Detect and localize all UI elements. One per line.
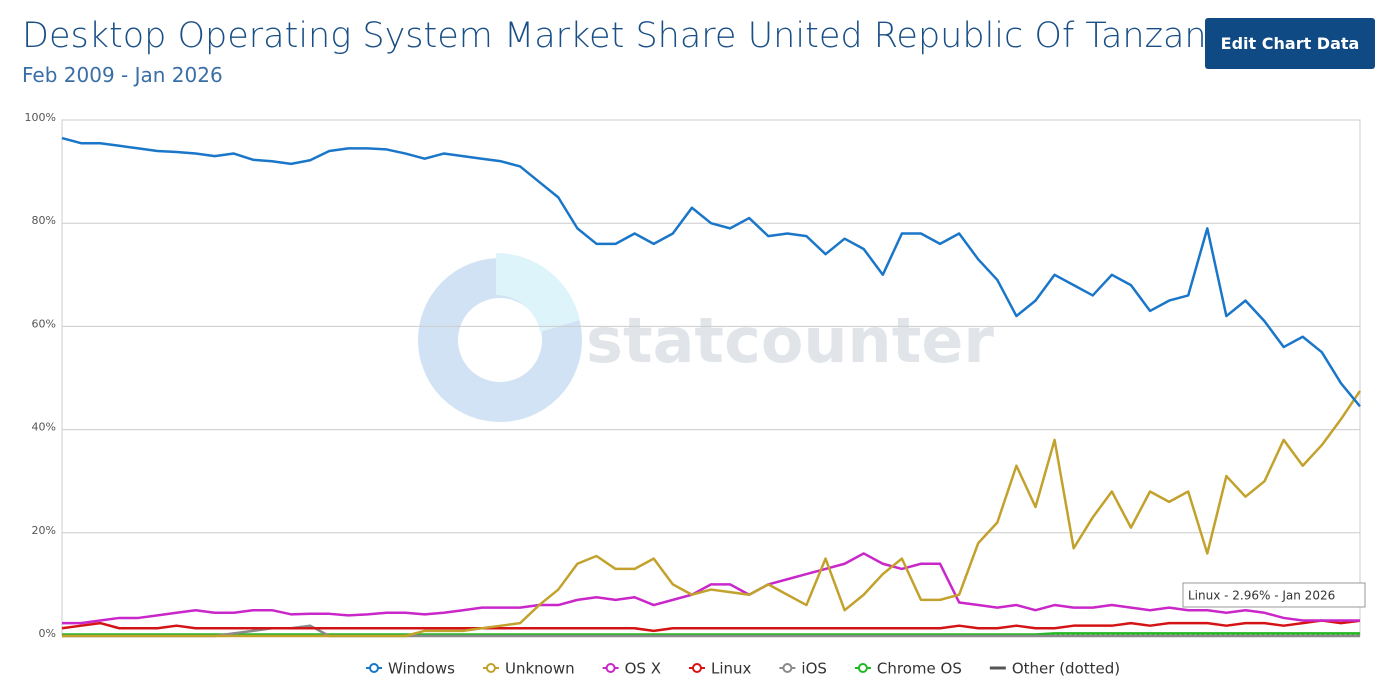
legend-item: Linux [688,660,752,678]
legend-label: iOS [801,660,827,678]
legend-label: Other (dotted) [1012,660,1120,678]
legend-marker [605,663,616,673]
watermark-logo [418,258,582,422]
y-tick-label: 60% [32,317,56,330]
legend-label: OS X [625,660,661,678]
y-tick-label: 0% [39,627,56,640]
legend-item: OS X [602,660,661,678]
plot-border [61,119,1361,637]
legend-marker [485,663,496,673]
legend-marker [857,663,868,673]
chart-subtitle: Feb 2009 - Jan 2026 [22,63,223,87]
watermark-logo [496,252,580,332]
legend-item: Chrome OS [854,660,962,678]
tooltip-text: Linux - 2.96% - Jan 2026 [1188,589,1335,603]
legend-label: Chrome OS [877,660,962,678]
legend-item: Windows [366,660,455,678]
edit-button[interactable]: Edit Chart Data [1205,18,1375,69]
watermark: statcounter [418,252,994,422]
series-line [62,632,1360,636]
y-tick-label: 40% [32,421,56,434]
legend-marker [691,663,702,673]
series-line [61,619,1361,633]
legend-label: Unknown [505,660,575,678]
y-tick-label: 80% [32,214,56,227]
series-line [62,552,1360,625]
series-line [61,136,1361,408]
legend-label: Linux [711,660,752,678]
y-tick-label: 100% [25,111,56,124]
tooltip-box [1182,582,1366,608]
legend-marker [369,663,379,673]
legend-item: iOS [779,660,827,678]
tooltip: Linux - 2.96% - Jan 2026 [1182,582,1366,608]
y-tick-label: 20% [32,524,56,537]
series-line [62,390,1362,638]
legend-label: Windows [388,660,455,678]
legend-item: Other (dotted) [989,660,1120,678]
legend-item: Unknown [482,660,575,678]
chart-title: Desktop Operating System Market Share Un… [22,16,1238,56]
legend-marker [782,663,793,673]
watermark-text: statcounter [586,304,994,377]
